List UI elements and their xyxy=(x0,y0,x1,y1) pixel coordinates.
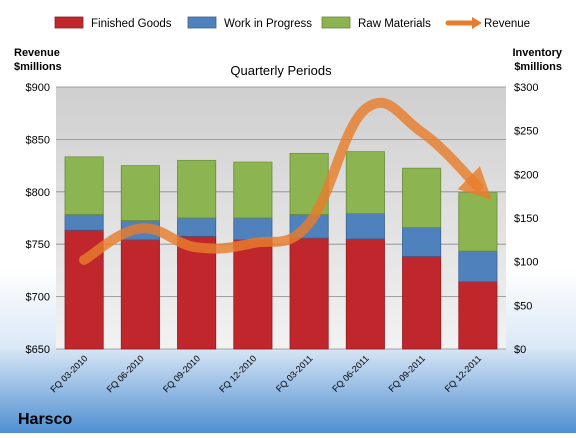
company-logo-text: Harsco xyxy=(18,411,72,428)
bar-finished-goods xyxy=(458,281,498,350)
bar-work-in-progress xyxy=(345,213,385,240)
bar-cap-finished-goods xyxy=(346,238,385,242)
bar-cap-work-in-progress xyxy=(402,227,441,231)
bar-cap-finished-goods xyxy=(458,281,497,285)
bar-cap-raw-materials xyxy=(65,156,104,160)
left-axis-label-line2: $millions xyxy=(14,61,62,73)
revenue-line-layer xyxy=(79,97,492,265)
bar-finished-goods xyxy=(402,256,442,350)
bar-cap-raw-materials xyxy=(458,192,497,196)
bar-cap-finished-goods xyxy=(290,238,329,242)
bar-raw-materials xyxy=(233,161,273,219)
left-axis-label-line1: Revenue xyxy=(14,47,60,59)
bars xyxy=(64,151,498,350)
bar-cap-finished-goods xyxy=(177,236,216,240)
bar-finished-goods xyxy=(233,239,273,350)
left-axis-tick-label: $850 xyxy=(26,134,50,146)
legend-label: Finished Goods xyxy=(91,18,172,30)
left-axis-tick-label: $800 xyxy=(26,187,50,199)
bar-cap-finished-goods xyxy=(402,256,441,260)
legend-arrow-icon xyxy=(472,17,482,29)
bar-raw-materials xyxy=(120,165,160,222)
left-axis-tick-label: $650 xyxy=(26,344,50,356)
bar-raw-materials xyxy=(458,192,498,252)
bar-work-in-progress xyxy=(233,217,273,241)
bar-cap-work-in-progress xyxy=(233,218,272,221)
bar-cap-raw-materials xyxy=(290,153,329,157)
bar-finished-goods xyxy=(289,237,329,350)
legend-label: Revenue xyxy=(484,18,530,30)
bar-raw-materials xyxy=(177,159,217,219)
legend-label: Raw Materials xyxy=(358,18,431,30)
left-axis-tick-label: $700 xyxy=(26,292,50,304)
right-axis-tick-label: $200 xyxy=(514,169,538,181)
bar-raw-materials xyxy=(345,151,385,215)
chart-title: Quarterly Periods xyxy=(230,63,332,78)
bar-cap-raw-materials xyxy=(177,160,216,164)
right-axis-tick-label: $300 xyxy=(514,82,538,94)
bar-work-in-progress xyxy=(458,250,498,283)
bar-cap-finished-goods xyxy=(121,239,160,243)
bar-finished-goods xyxy=(120,239,160,350)
legend-swatch xyxy=(321,16,351,29)
bar-cap-work-in-progress xyxy=(458,251,497,255)
bar-cap-finished-goods xyxy=(65,230,104,234)
right-axis-tick-label: $100 xyxy=(514,257,538,269)
bar-cap-work-in-progress xyxy=(346,213,385,217)
bar-work-in-progress xyxy=(402,227,442,257)
bar-raw-materials xyxy=(64,156,104,215)
bar-cap-raw-materials xyxy=(121,165,160,169)
right-axis-label-line2: $millions xyxy=(514,61,562,73)
bar-cap-work-in-progress xyxy=(65,214,104,218)
bar-cap-raw-materials xyxy=(346,151,385,155)
bar-cap-raw-materials xyxy=(402,168,441,172)
right-axis-tick-label: $250 xyxy=(514,126,538,138)
bar-finished-goods xyxy=(345,238,385,350)
right-axis-label-line1: Inventory xyxy=(512,47,562,59)
left-axis-tick-label: $900 xyxy=(26,82,50,94)
legend-label: Work in Progress xyxy=(224,18,312,30)
revenue-line xyxy=(79,97,492,265)
legend-swatch xyxy=(54,16,84,29)
bar-raw-materials xyxy=(402,167,442,229)
legend-swatch xyxy=(187,16,217,29)
bar-cap-work-in-progress xyxy=(121,220,160,224)
right-axis-tick-label: $150 xyxy=(514,213,538,225)
right-axis-tick-label: $50 xyxy=(514,300,532,312)
legend: Finished Goods Work in Progress Raw Materi… xyxy=(54,16,530,30)
left-axis-tick-label: $750 xyxy=(26,239,50,251)
right-axis-tick-label: $0 xyxy=(514,344,526,356)
bar-cap-work-in-progress xyxy=(177,218,216,221)
bar-cap-raw-materials xyxy=(233,162,272,166)
bar-finished-goods xyxy=(177,235,217,350)
